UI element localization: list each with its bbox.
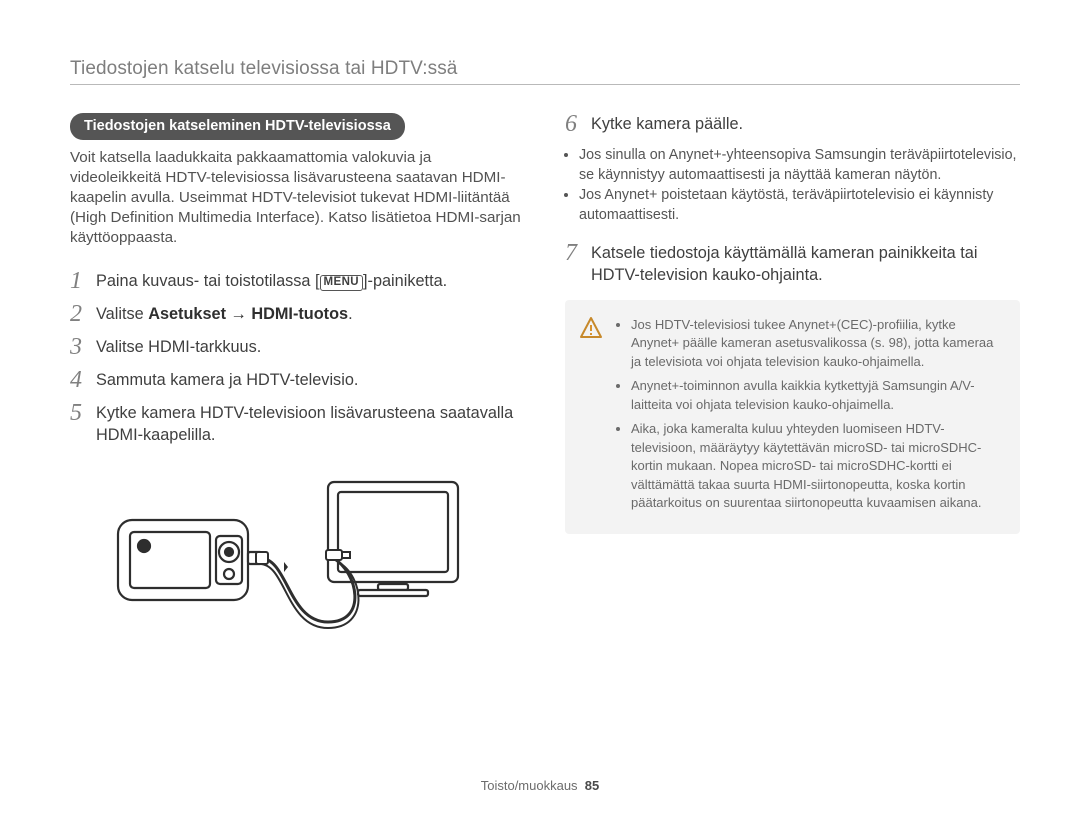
step-body: Katsele tiedostoja käyttämällä kameran p…	[591, 242, 1020, 286]
step-body: Valitse HDMI-tarkkuus.	[96, 336, 261, 358]
right-column: 6 Kytke kamera päälle. Jos sinulla on An…	[565, 113, 1020, 647]
step-number: 3	[70, 335, 96, 359]
bullet-item: Jos Anynet+ poistetaan käytöstä, teräväp…	[579, 186, 1020, 225]
page-title: Tiedostojen katselu televisiossa tai HDT…	[70, 58, 1020, 80]
warning-icon	[579, 316, 603, 340]
step-number: 6	[565, 112, 591, 136]
intro-text: Voit katsella laadukkaita pakkaamattomia…	[70, 148, 525, 248]
page-number: 85	[585, 778, 599, 793]
step-text: Valitse	[96, 305, 148, 323]
section-pill: Tiedostojen katseleminen HDTV-televisios…	[70, 113, 405, 140]
note-item: Aika, joka kameralta kuluu yhteyden luom…	[631, 420, 1004, 512]
step-6-bullets: Jos sinulla on Anynet+-yhteensopiva Sams…	[565, 146, 1020, 226]
step-text: ]-painiketta.	[363, 272, 447, 290]
step-4: 4 Sammuta kamera ja HDTV-televisio.	[70, 369, 525, 392]
step-3: 3 Valitse HDMI-tarkkuus.	[70, 336, 525, 359]
step-bold: Asetukset → HDMI-tuotos	[148, 305, 348, 323]
step-1: 1 Paina kuvaus- tai toistotilassa [MENU]…	[70, 270, 525, 293]
left-column: Tiedostojen katseleminen HDTV-televisios…	[70, 113, 525, 647]
step-6: 6 Kytke kamera päälle.	[565, 113, 1020, 136]
page-footer: Toisto/muokkaus 85	[0, 778, 1080, 793]
step-text: Paina kuvaus- tai toistotilassa [	[96, 272, 320, 290]
step-5: 5 Kytke kamera HDTV-televisioon lisävaru…	[70, 402, 525, 446]
step-body: Paina kuvaus- tai toistotilassa [MENU]-p…	[96, 270, 447, 292]
step-body: Sammuta kamera ja HDTV-televisio.	[96, 369, 358, 391]
step-number: 4	[70, 368, 96, 392]
note-item: Anynet+-toiminnon avulla kaikkia kytkett…	[631, 377, 1004, 414]
note-box: Jos HDTV-televisiosi tukee Anynet+(CEC)-…	[565, 300, 1020, 535]
connection-diagram	[88, 472, 468, 642]
content-columns: Tiedostojen katseleminen HDTV-televisios…	[70, 113, 1020, 647]
menu-button-label: MENU	[320, 275, 363, 291]
header-divider	[70, 84, 1020, 85]
bullet-item: Jos sinulla on Anynet+-yhteensopiva Sams…	[579, 146, 1020, 185]
step-number: 5	[70, 401, 96, 425]
step-body: Valitse Asetukset → HDMI-tuotos.	[96, 303, 353, 325]
step-body: Kytke kamera HDTV-televisioon lisävarust…	[96, 402, 525, 446]
step-number: 7	[565, 241, 591, 265]
step-body: Kytke kamera päälle.	[591, 113, 743, 135]
page: Tiedostojen katselu televisiossa tai HDT…	[0, 0, 1080, 815]
footer-label: Toisto/muokkaus	[481, 778, 578, 793]
note-list: Jos HDTV-televisiosi tukee Anynet+(CEC)-…	[617, 316, 1004, 513]
step-number: 1	[70, 269, 96, 293]
step-7: 7 Katsele tiedostoja käyttämällä kameran…	[565, 242, 1020, 286]
note-item: Jos HDTV-televisiosi tukee Anynet+(CEC)-…	[631, 316, 1004, 371]
step-number: 2	[70, 302, 96, 326]
step-2: 2 Valitse Asetukset → HDMI-tuotos.	[70, 303, 525, 326]
step-text: .	[348, 305, 353, 323]
